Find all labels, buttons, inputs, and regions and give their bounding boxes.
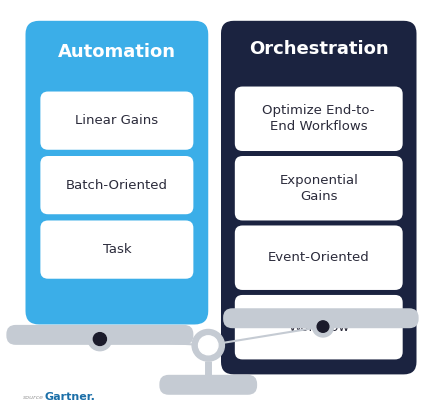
FancyBboxPatch shape (6, 325, 193, 345)
Text: Orchestration: Orchestration (249, 40, 388, 58)
FancyBboxPatch shape (235, 295, 402, 359)
Circle shape (198, 336, 218, 355)
Text: Task: Task (102, 243, 131, 256)
FancyBboxPatch shape (40, 92, 193, 150)
Text: Batch-Oriented: Batch-Oriented (66, 178, 168, 192)
Circle shape (317, 321, 329, 332)
FancyBboxPatch shape (235, 156, 402, 220)
Circle shape (94, 333, 106, 345)
FancyBboxPatch shape (221, 21, 416, 374)
FancyBboxPatch shape (223, 308, 419, 328)
FancyBboxPatch shape (235, 87, 402, 151)
Text: Optimize End-to-
End Workflows: Optimize End-to- End Workflows (263, 104, 375, 133)
Text: Linear Gains: Linear Gains (75, 114, 159, 127)
FancyBboxPatch shape (26, 21, 208, 324)
FancyBboxPatch shape (159, 375, 257, 395)
Circle shape (88, 327, 112, 351)
Text: Event-Oriented: Event-Oriented (268, 251, 370, 264)
Circle shape (192, 329, 224, 361)
Text: source: source (23, 395, 44, 400)
Text: Exponential
Gains: Exponential Gains (279, 174, 358, 203)
Text: Workflow: Workflow (288, 321, 349, 334)
FancyBboxPatch shape (40, 220, 193, 279)
FancyBboxPatch shape (235, 225, 402, 290)
Circle shape (312, 316, 334, 337)
Text: Gartner.: Gartner. (45, 392, 96, 402)
FancyBboxPatch shape (40, 156, 193, 214)
Text: Automation: Automation (58, 43, 176, 61)
